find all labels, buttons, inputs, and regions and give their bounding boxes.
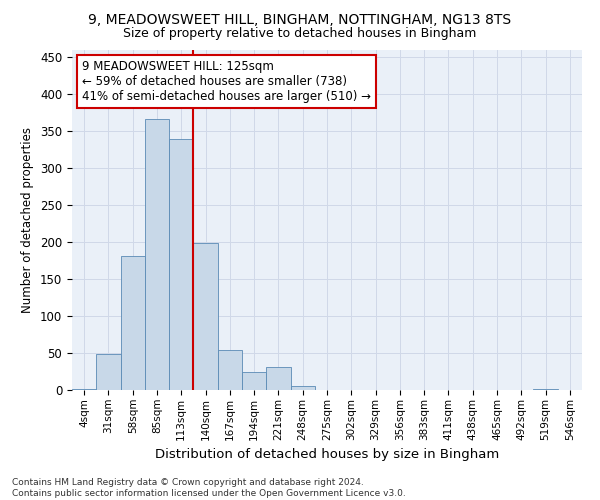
Y-axis label: Number of detached properties: Number of detached properties — [22, 127, 34, 313]
X-axis label: Distribution of detached houses by size in Bingham: Distribution of detached houses by size … — [155, 448, 499, 461]
Bar — [121, 256, 145, 390]
Bar — [169, 140, 193, 390]
Text: 9, MEADOWSWEET HILL, BINGHAM, NOTTINGHAM, NG13 8TS: 9, MEADOWSWEET HILL, BINGHAM, NOTTINGHAM… — [88, 12, 512, 26]
Text: Size of property relative to detached houses in Bingham: Size of property relative to detached ho… — [124, 28, 476, 40]
Bar — [96, 354, 121, 390]
Bar — [242, 372, 266, 390]
Text: Contains HM Land Registry data © Crown copyright and database right 2024.
Contai: Contains HM Land Registry data © Crown c… — [12, 478, 406, 498]
Bar — [266, 367, 290, 390]
Text: 9 MEADOWSWEET HILL: 125sqm
← 59% of detached houses are smaller (738)
41% of sem: 9 MEADOWSWEET HILL: 125sqm ← 59% of deta… — [82, 60, 371, 103]
Bar — [193, 243, 218, 390]
Bar — [145, 118, 169, 390]
Bar — [72, 388, 96, 390]
Bar — [533, 388, 558, 390]
Bar — [290, 386, 315, 390]
Bar — [218, 350, 242, 390]
